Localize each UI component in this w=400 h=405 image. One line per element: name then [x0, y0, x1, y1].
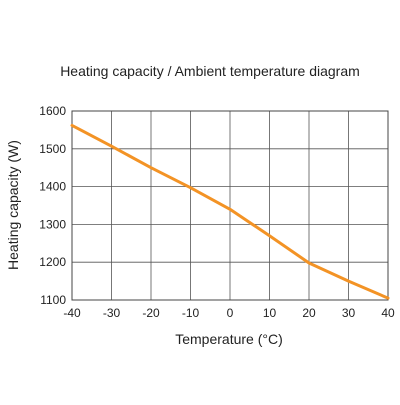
y-axis-ticks: 1100 1200 1300 1400 1500 1600	[39, 104, 66, 307]
x-tick-label-2: -20	[142, 306, 160, 320]
y-axis-label: Heating capacity (W)	[5, 140, 21, 270]
x-axis-ticks: -40 -30 -20 -10 0 10 20 30 40	[63, 306, 395, 320]
y-tick-label-3: 1400	[39, 180, 66, 194]
x-tick-label-8: 40	[381, 306, 395, 320]
x-tick-label-4: 0	[227, 306, 234, 320]
y-tick-label-0: 1100	[40, 293, 66, 307]
series-layer	[70, 123, 390, 300]
grid	[71, 110, 389, 301]
chart-title: Heating capacity / Ambient temperature d…	[60, 63, 360, 79]
y-tick-label-5: 1600	[39, 104, 66, 118]
plot-frame	[71, 110, 389, 301]
y-tick-label-2: 1300	[39, 217, 66, 231]
x-tick-label-5: 10	[263, 306, 277, 320]
x-tick-label-0: -40	[63, 306, 81, 320]
y-tick-label-4: 1500	[39, 142, 66, 156]
x-tick-label-7: 30	[342, 306, 356, 320]
x-axis-label: Temperature (°C)	[175, 331, 283, 347]
x-tick-label-3: -10	[182, 306, 200, 320]
y-tick-label-1: 1200	[39, 255, 66, 269]
x-tick-label-6: 20	[302, 306, 316, 320]
x-tick-label-1: -30	[103, 306, 121, 320]
series-line-0	[70, 123, 390, 300]
